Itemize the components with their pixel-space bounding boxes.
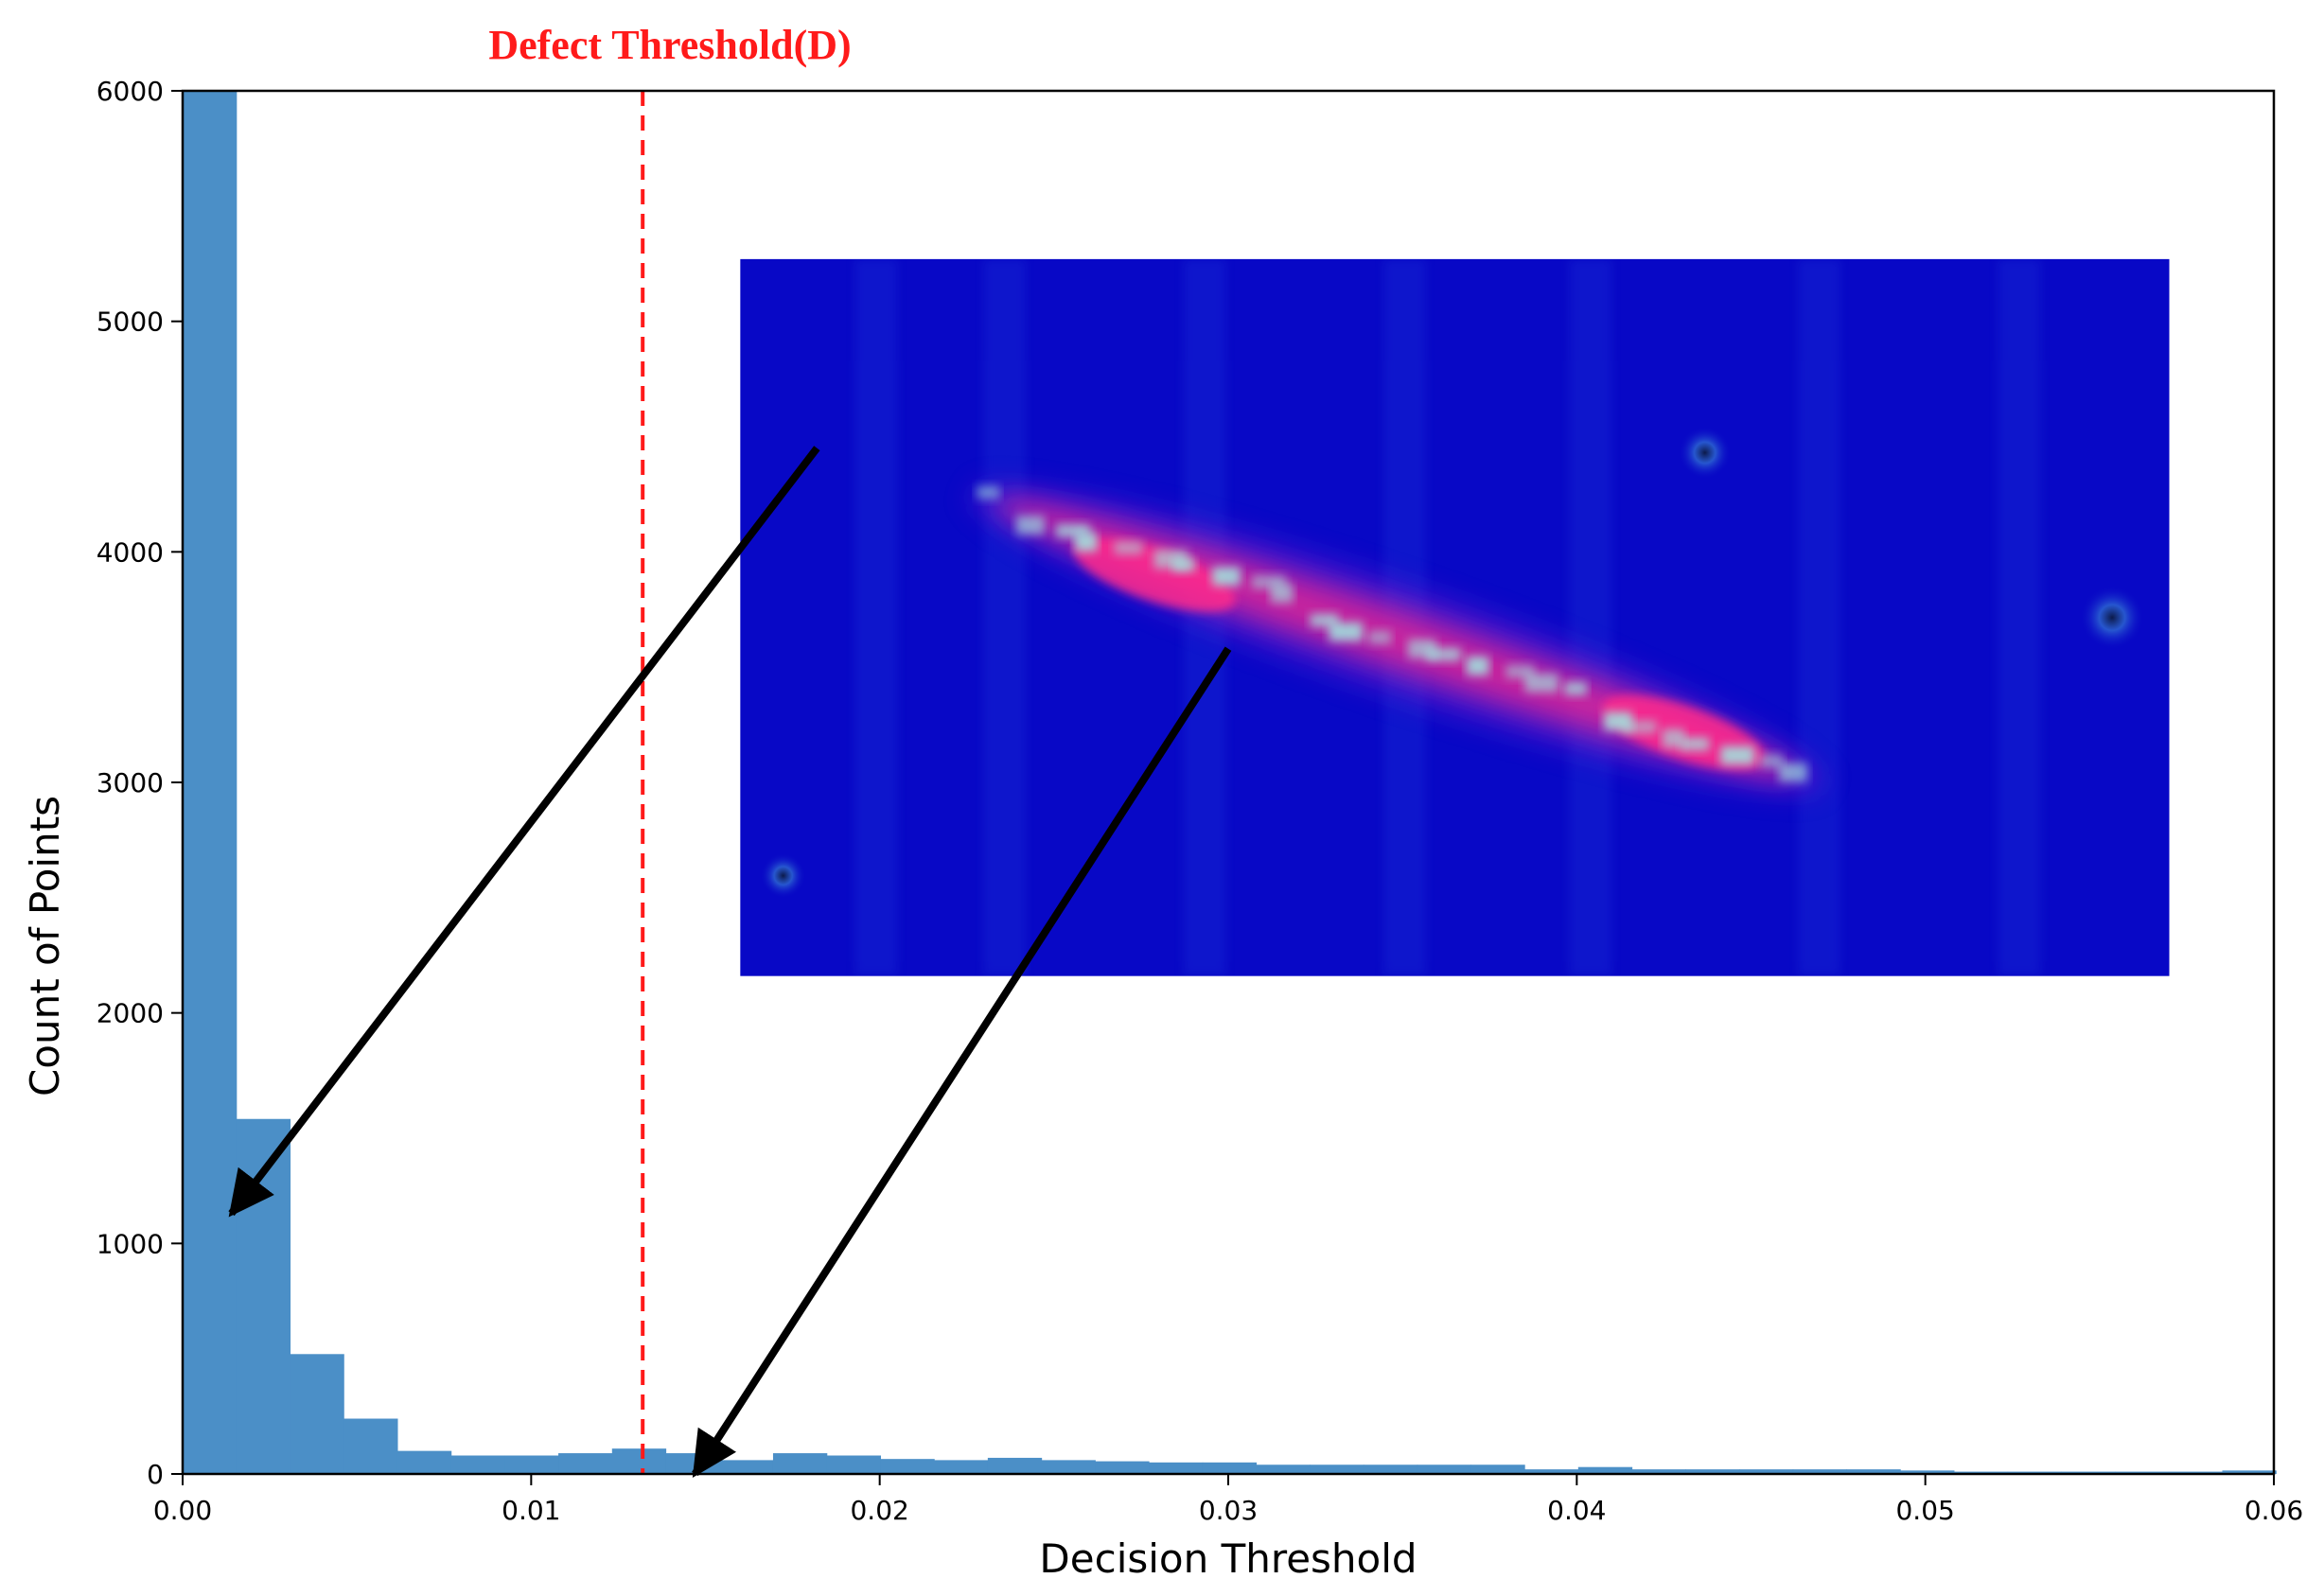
inset-streak <box>983 258 1027 976</box>
defect-speckle <box>1720 745 1755 765</box>
histogram-bar <box>772 1453 828 1474</box>
defect-speckle <box>1074 533 1098 552</box>
histogram-bar <box>826 1455 882 1474</box>
histogram-bar <box>1256 1464 1311 1474</box>
histogram-bars <box>183 91 2277 1474</box>
defect-speckle <box>1211 567 1241 587</box>
axes: 0.00 0.01 0.02 0.03 0.04 0.05 0.06 0 1000 2000 300… <box>97 76 2303 1526</box>
inset-content <box>760 258 2145 976</box>
y-tick-label: 1000 <box>97 1228 164 1259</box>
defect-speckle <box>1466 656 1489 675</box>
histogram-bar <box>719 1460 774 1474</box>
y-axis-label: Count of Points <box>22 796 68 1096</box>
histogram-bar <box>1095 1461 1150 1474</box>
y-tick-label: 3000 <box>97 767 164 798</box>
histogram-bar <box>1310 1464 1364 1474</box>
y-tick-label: 4000 <box>97 536 164 568</box>
defect-hotspot <box>1073 537 1236 612</box>
y-tick-label: 5000 <box>97 307 164 338</box>
defect-speckle <box>1172 558 1196 572</box>
y-tick-label: 6000 <box>97 76 164 107</box>
histogram-bar <box>396 1450 452 1474</box>
histogram-bar <box>934 1460 989 1474</box>
y-tick-label: 0 <box>147 1459 164 1490</box>
histogram-bar <box>1631 1469 1686 1474</box>
x-tick-label: 0.03 <box>1199 1495 1258 1526</box>
defect-speckle <box>1778 763 1807 782</box>
x-tick-label: 0.06 <box>2245 1495 2303 1526</box>
histogram-bar <box>290 1354 344 1474</box>
defect-speckle <box>1015 516 1045 535</box>
histogram-bar <box>1900 1470 1955 1474</box>
histogram-bar <box>558 1453 613 1474</box>
annotation-arrows <box>228 446 1232 1479</box>
histogram-bar <box>183 91 238 1474</box>
defect-speckle <box>1368 630 1392 644</box>
histogram-bar <box>343 1418 398 1474</box>
defect-speckle <box>1564 681 1588 695</box>
histogram-bar <box>611 1448 667 1474</box>
y-tick-label: 2000 <box>97 998 164 1029</box>
defect-speckle <box>1426 647 1461 661</box>
histogram-bar <box>1363 1464 1418 1474</box>
x-tick-label: 0.02 <box>850 1495 908 1526</box>
defect-threshold-label: Defect Threshold(D) <box>488 22 851 68</box>
inset-spot <box>2080 585 2145 650</box>
defect-speckle <box>1760 754 1784 768</box>
histogram-bar <box>1470 1464 1525 1474</box>
histogram-bar <box>1524 1469 1579 1474</box>
histogram-bar <box>1202 1462 1258 1474</box>
inset-spot <box>760 852 806 899</box>
inset-spot <box>1678 426 1732 480</box>
x-tick-label: 0.04 <box>1547 1495 1606 1526</box>
inset-streak <box>1797 258 1841 976</box>
inset-streak <box>854 258 898 976</box>
defect-speckle <box>1329 622 1364 641</box>
x-tick-label: 0.05 <box>1895 1495 1954 1526</box>
defect-speckle <box>1662 728 1685 748</box>
histogram-bar <box>1685 1469 1740 1474</box>
histogram-bar <box>1846 1469 1901 1474</box>
histogram-bar <box>880 1459 935 1474</box>
inset-streak <box>1998 258 2041 976</box>
histogram-bar <box>1792 1469 1848 1474</box>
x-tick-label: 0.00 <box>153 1495 212 1526</box>
x-axis-label: Decision Threshold <box>1039 1535 1417 1582</box>
histogram-bar <box>1417 1464 1471 1474</box>
x-tick-label: 0.01 <box>502 1495 560 1526</box>
defect-speckle <box>1524 673 1559 693</box>
defect-speckle <box>1681 737 1710 751</box>
defect-speckle <box>1622 720 1657 734</box>
defect-speckle <box>977 485 1000 500</box>
inset-streak <box>1569 258 1612 976</box>
histogram-bar <box>2222 1470 2277 1474</box>
histogram-bar <box>450 1455 505 1474</box>
annotation-arrow <box>692 646 1232 1479</box>
histogram-bar <box>1738 1469 1794 1474</box>
defect-speckle <box>1270 584 1294 604</box>
defect-speckle <box>1114 541 1143 555</box>
histogram-bar <box>1149 1462 1204 1474</box>
histogram-bar <box>1041 1460 1096 1474</box>
histogram-bar <box>1577 1466 1633 1474</box>
defect-inset-image <box>740 258 2170 976</box>
histogram-bar <box>987 1457 1043 1474</box>
histogram-bar <box>504 1455 559 1474</box>
annotation-arrow <box>228 446 820 1218</box>
